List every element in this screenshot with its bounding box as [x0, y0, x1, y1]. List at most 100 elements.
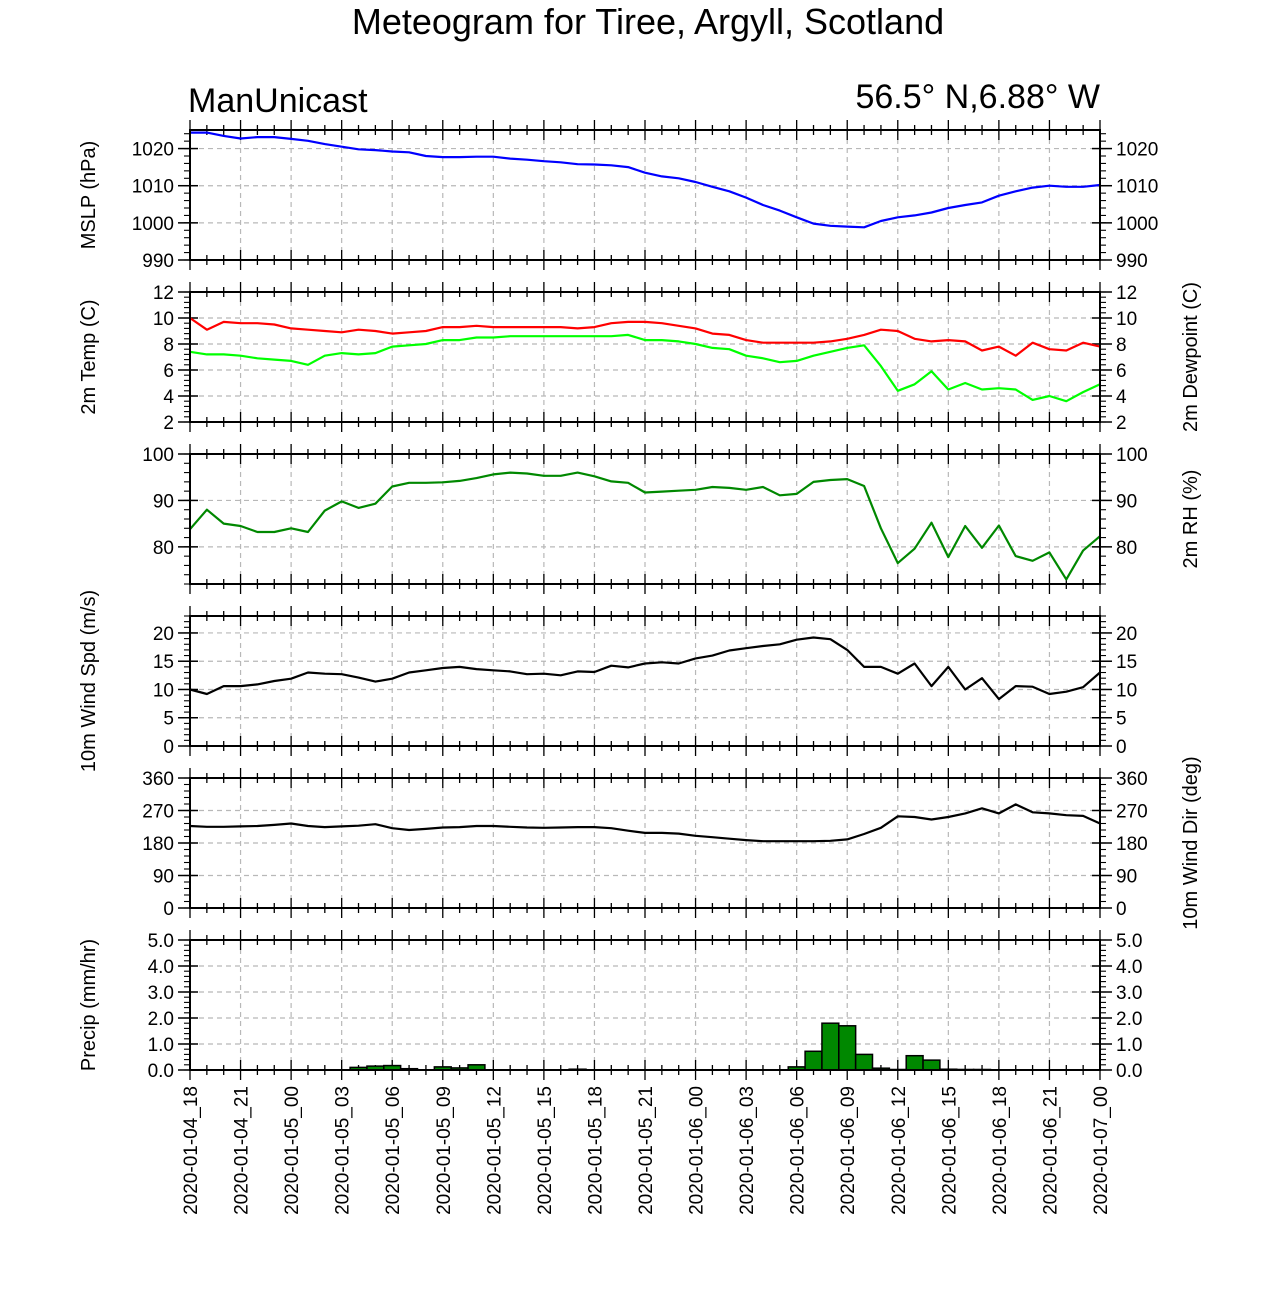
y-tick-label-right: 10 [1116, 309, 1137, 330]
x-tick-label: 2020-01-06_03 [737, 1086, 758, 1215]
temp-line [189, 317, 1101, 357]
panel-6: 0.0 0.0 1.0 1.0 2.0 2.0 3.0 3.0 4.0 4.0 5.0 5.0 Prec… [78, 930, 1142, 1082]
y-axis-label-left: 2m Temp (C) [78, 299, 100, 414]
y-tick-label-right: 8 [1116, 335, 1127, 356]
y-tick-label-left: 1.0 [148, 1035, 174, 1056]
y-tick-label-right: 90 [1116, 491, 1137, 512]
x-tick-label: 2020-01-06_18 [990, 1086, 1011, 1215]
y-tick-label-right: 3.0 [1116, 983, 1142, 1004]
y-axis-label-right: 2m RH (%) [1180, 470, 1202, 569]
y-tick-label-right: 10 [1116, 680, 1137, 701]
panel-frame [189, 777, 1101, 909]
x-tick-label: 2020-01-05_18 [585, 1086, 606, 1215]
precip-bar [922, 1059, 941, 1071]
x-tick-label: 2020-01-06_06 [788, 1086, 809, 1215]
precip-bar [838, 1025, 857, 1071]
y-tick-label-right: 0 [1116, 737, 1127, 758]
y-tick-label-left: 6 [163, 361, 174, 382]
model-label: ManUnicast [188, 82, 368, 120]
y-tick-label-left: 90 [153, 867, 174, 888]
y-tick-label-left: 12 [153, 283, 174, 304]
y-tick-label-right: 100 [1116, 445, 1148, 466]
y-tick-label-right: 0 [1116, 899, 1127, 920]
panel-2: 2 2 4 4 6 6 8 8 10 10 12 12 2m Temp (C) 2m Dewpoint (… [78, 282, 1202, 434]
y-tick-label-left: 1020 [132, 140, 174, 161]
y-tick-label-right: 180 [1116, 834, 1148, 855]
y-tick-label-left: 990 [142, 251, 174, 272]
x-tick-label: 2020-01-05_09 [434, 1086, 455, 1215]
location-label: 56.5° N,6.88° W [855, 78, 1100, 116]
rh-line [189, 471, 1101, 581]
y-tick-label-left: 1000 [132, 214, 174, 235]
x-tick-label: 2020-01-06_09 [838, 1086, 859, 1215]
x-tick-label: 2020-01-06_12 [889, 1086, 910, 1215]
x-tick-label: 2020-01-04_21 [232, 1086, 253, 1215]
precip-bar [854, 1053, 874, 1071]
y-tick-label-right: 6 [1116, 361, 1127, 382]
y-tick-label-left: 100 [142, 445, 174, 466]
y-tick-label-right: 4 [1116, 387, 1127, 408]
y-tick-label-left: 360 [142, 769, 174, 790]
y-tick-label-left: 10 [153, 680, 174, 701]
y-tick-label-left: 15 [153, 652, 174, 673]
y-tick-label-right: 4.0 [1116, 957, 1142, 978]
y-tick-label-right: 5.0 [1116, 931, 1142, 952]
panel-frame [189, 939, 1101, 1071]
y-tick-label-left: 3.0 [148, 983, 174, 1004]
y-tick-label-right: 2 [1116, 413, 1127, 434]
y-axis-label-left: Precip (mm/hr) [78, 939, 100, 1071]
y-axis-label-right: 10m Wind Dir (deg) [1180, 756, 1202, 929]
panel-5: 0 0 90 90 180 180 270 270 360 360 10m Wind Dir (de… [142, 756, 1202, 929]
x-tick-label: 2020-01-05_00 [282, 1086, 303, 1215]
panel-frame [189, 291, 1101, 423]
x-tick-label: 2020-01-04_18 [181, 1086, 202, 1215]
y-tick-label-right: 2.0 [1116, 1009, 1142, 1030]
panel-frame [189, 615, 1101, 747]
y-tick-label-left: 1010 [132, 177, 174, 198]
y-tick-label-right: 90 [1116, 867, 1137, 888]
panel-4: 0 0 5 5 10 10 15 15 20 20 10m Wind Spd (m/s) [78, 590, 1137, 772]
precip-bar [905, 1054, 924, 1071]
y-tick-label-right: 1.0 [1116, 1035, 1142, 1056]
y-tick-label-left: 2 [163, 413, 174, 434]
x-tick-label: 2020-01-05_21 [636, 1086, 657, 1215]
y-tick-label-left: 4.0 [148, 957, 174, 978]
y-tick-label-right: 1020 [1116, 140, 1158, 161]
panel-3: 80 80 90 90 100 100 2m RH (%) [142, 444, 1202, 594]
x-tick-label: 2020-01-07_00 [1091, 1086, 1112, 1215]
y-tick-label-right: 15 [1116, 652, 1137, 673]
y-tick-label-left: 80 [153, 538, 174, 559]
y-tick-label-right: 990 [1116, 251, 1148, 272]
y-tick-label-right: 1000 [1116, 214, 1158, 235]
x-tick-label: 2020-01-06_15 [939, 1086, 960, 1215]
winddir-line [189, 803, 1101, 843]
y-tick-label-left: 90 [153, 491, 174, 512]
y-tick-label-right: 80 [1116, 538, 1137, 559]
x-tick-label: 2020-01-05_06 [383, 1086, 404, 1215]
panel-frame [189, 129, 1101, 261]
x-tick-label: 2020-01-06_00 [687, 1086, 708, 1215]
precip-bar [821, 1022, 840, 1071]
x-tick-label: 2020-01-05_03 [333, 1086, 354, 1215]
wind-line [189, 636, 1101, 701]
y-tick-label-left: 4 [163, 387, 174, 408]
panel-1: 990 990 1000 1000 1010 1010 1020 1020 MSLP (hPa) [78, 120, 1158, 272]
panel-frame [189, 453, 1101, 585]
y-tick-label-left: 2.0 [148, 1009, 174, 1030]
precip-bar [804, 1050, 823, 1071]
y-tick-label-left: 180 [142, 834, 174, 855]
y-tick-label-left: 10 [153, 309, 174, 330]
dewpoint-line [189, 333, 1101, 403]
x-tick-label: 2020-01-05_15 [535, 1086, 556, 1215]
y-tick-label-left: 20 [153, 624, 174, 645]
y-tick-label-right: 1010 [1116, 177, 1158, 198]
y-tick-label-left: 0.0 [148, 1061, 174, 1082]
y-axis-label-right: 2m Dewpoint (C) [1180, 282, 1202, 432]
y-tick-label-left: 5.0 [148, 931, 174, 952]
y-tick-label-left: 0 [163, 737, 174, 758]
chart-title: Meteogram for Tiree, Argyll, Scotland [352, 1, 944, 42]
mslp-line [190, 131, 1101, 229]
x-tick-label: 2020-01-06_21 [1040, 1086, 1061, 1215]
